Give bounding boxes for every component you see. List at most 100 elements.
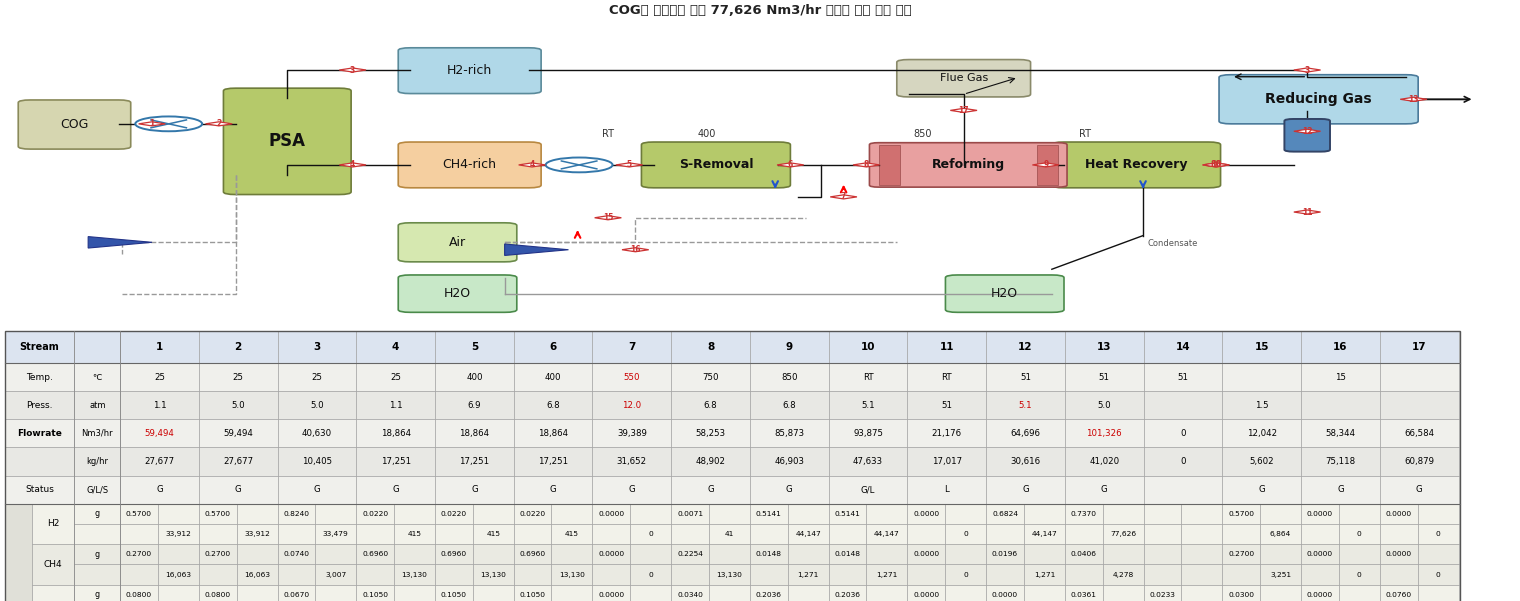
Bar [435,331,514,363]
Bar [1181,524,1222,545]
Text: 5.0: 5.0 [231,401,245,410]
Bar [672,419,749,447]
Text: 3: 3 [313,342,321,352]
Text: 59,494: 59,494 [144,429,175,438]
Text: 1: 1 [157,342,163,352]
Text: 51: 51 [1099,373,1110,382]
Bar [986,447,1066,475]
Bar [514,391,593,419]
Bar [356,504,394,524]
Text: 33,912: 33,912 [245,531,271,537]
Text: 0.5141: 0.5141 [755,511,781,517]
Polygon shape [88,237,152,248]
Bar [120,391,199,419]
Bar [514,331,593,363]
Text: 0.6960: 0.6960 [520,551,546,557]
Bar [278,524,315,545]
Bar [1066,545,1102,564]
Text: Temp.: Temp. [26,373,53,382]
Bar [828,504,866,524]
Bar [199,524,237,545]
Bar [435,391,514,419]
Bar [74,504,120,524]
Bar [278,504,315,524]
Text: CH4-rich: CH4-rich [442,159,497,171]
Text: 0.0196: 0.0196 [993,551,1018,557]
Bar [787,504,828,524]
Bar [986,524,1024,545]
Bar [552,585,593,601]
Bar [828,564,866,585]
Text: 850: 850 [914,129,932,139]
Bar [5,447,74,475]
Bar [866,585,907,601]
Text: CH4: CH4 [44,560,62,569]
Text: 18,864: 18,864 [459,429,489,438]
Bar [1066,363,1143,391]
Text: 0: 0 [964,531,968,537]
Text: 0.2700: 0.2700 [205,551,231,557]
Text: 3,251: 3,251 [1271,572,1290,578]
Bar [1143,447,1222,475]
Bar [945,504,986,524]
Text: 750: 750 [702,373,719,382]
Text: 13,130: 13,130 [480,572,506,578]
Bar [514,564,552,585]
Text: 0.0000: 0.0000 [599,592,625,598]
Text: 0.0800: 0.0800 [126,592,152,598]
FancyBboxPatch shape [1284,119,1330,151]
Bar [749,504,787,524]
Text: 17,251: 17,251 [459,457,489,466]
Text: 44,147: 44,147 [874,531,900,537]
Bar [435,363,514,391]
Text: 41,020: 41,020 [1090,457,1119,466]
Text: 0.6960: 0.6960 [441,551,467,557]
Bar [672,545,708,564]
Text: 13,130: 13,130 [401,572,427,578]
Bar [986,331,1066,363]
Text: Reducing Gas: Reducing Gas [1265,93,1373,106]
Bar [32,504,74,545]
Text: 13,130: 13,130 [559,572,585,578]
Bar [435,447,514,475]
Bar [1102,564,1143,585]
Bar [1301,331,1380,363]
Bar [787,545,828,564]
Text: 47,633: 47,633 [853,457,883,466]
Bar [1066,447,1143,475]
Text: H2: H2 [47,519,59,528]
Bar [1301,564,1339,585]
FancyBboxPatch shape [398,223,517,262]
Bar [828,419,907,447]
Bar [828,585,866,601]
Text: 8: 8 [863,160,869,169]
Bar [514,524,552,545]
Bar [907,524,945,545]
Bar [708,585,749,601]
Bar [672,391,749,419]
Bar [749,475,828,504]
Bar [708,564,749,585]
Bar [32,545,74,585]
Bar [828,331,907,363]
Bar [631,585,672,601]
Bar [749,545,787,564]
Text: G: G [234,485,242,494]
Bar [356,419,435,447]
Bar [1181,545,1222,564]
Bar [749,391,828,419]
Text: 13,130: 13,130 [716,572,742,578]
Text: G: G [157,485,163,494]
Bar [787,524,828,545]
Bar [1143,475,1222,504]
Bar [514,419,593,447]
Text: PSA: PSA [269,132,306,150]
Bar [631,504,672,524]
Bar [473,545,514,564]
Bar [1222,585,1260,601]
Bar [986,545,1024,564]
Bar [5,331,74,363]
Text: 0.0300: 0.0300 [1228,592,1254,598]
Text: 0: 0 [1436,531,1441,537]
Text: COG를 이용하여 수소 77,626 Nm3/hr 생산을 위한 물질 수지: COG를 이용하여 수소 77,626 Nm3/hr 생산을 위한 물질 수지 [608,4,912,17]
